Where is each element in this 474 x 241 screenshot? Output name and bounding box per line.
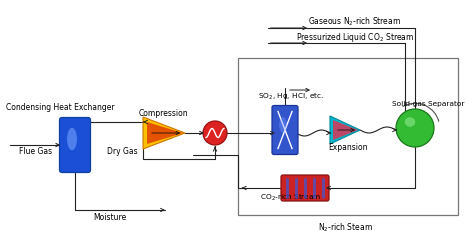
Text: Solid-gas Separator: Solid-gas Separator — [392, 101, 464, 107]
Text: Expansion: Expansion — [328, 143, 368, 153]
Circle shape — [203, 121, 227, 145]
Polygon shape — [330, 116, 360, 144]
Text: Flue Gas: Flue Gas — [19, 147, 53, 156]
Polygon shape — [147, 122, 183, 144]
Text: Pressurized Liquid CO$_2$ Stream: Pressurized Liquid CO$_2$ Stream — [296, 32, 414, 45]
Bar — [238, 58, 458, 215]
Circle shape — [396, 109, 434, 147]
Text: N$_2$-rich Steam: N$_2$-rich Steam — [318, 222, 373, 234]
FancyBboxPatch shape — [272, 106, 298, 154]
Polygon shape — [143, 117, 185, 149]
Polygon shape — [333, 120, 358, 140]
Text: Condensing Heat Exchanger: Condensing Heat Exchanger — [6, 103, 114, 113]
Text: SO$_2$, Hg, HCl, etc.: SO$_2$, Hg, HCl, etc. — [258, 92, 324, 102]
Ellipse shape — [67, 128, 77, 150]
FancyBboxPatch shape — [281, 175, 329, 201]
Ellipse shape — [405, 117, 415, 127]
Text: CO$_2$-rich Stream: CO$_2$-rich Stream — [260, 193, 321, 203]
Text: Dry Gas: Dry Gas — [107, 147, 137, 156]
Ellipse shape — [279, 117, 287, 133]
FancyBboxPatch shape — [60, 118, 91, 173]
Text: Compression: Compression — [138, 109, 188, 119]
Text: Gaseous N$_2$-rich Stream: Gaseous N$_2$-rich Stream — [309, 16, 401, 28]
Text: Moisture: Moisture — [93, 214, 127, 222]
